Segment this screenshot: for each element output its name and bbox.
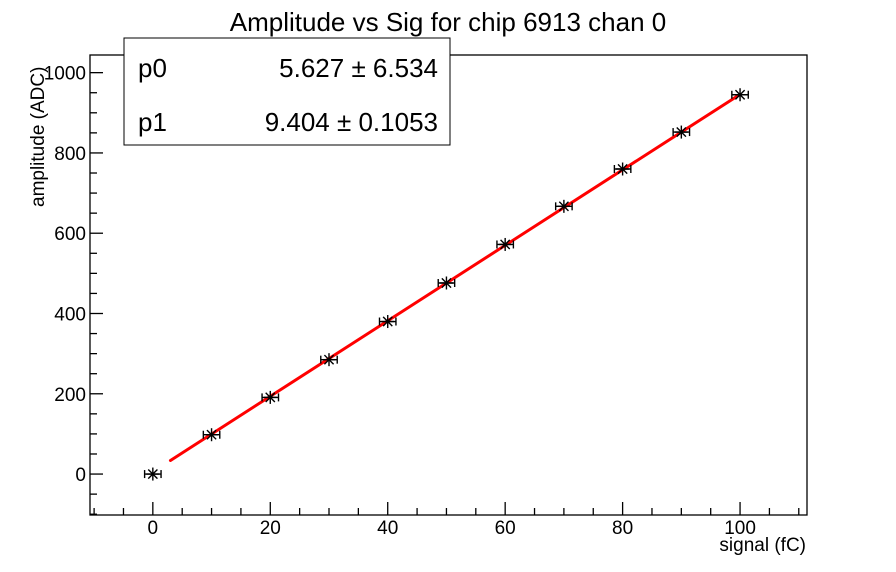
y-tick-label: 400	[54, 304, 86, 325]
fit-line	[168, 92, 742, 462]
data-point	[261, 390, 280, 404]
data-point	[143, 467, 162, 481]
data-point	[320, 353, 338, 367]
y-tick-label: 1000	[44, 64, 86, 85]
x-tick-label: 60	[495, 518, 516, 539]
marker-spoke-d2	[382, 316, 393, 327]
y-tick-label: 800	[54, 144, 86, 165]
marker-spoke-d2	[500, 239, 511, 250]
stats-p1-name: p1	[138, 107, 167, 137]
fit-line-layer	[168, 92, 742, 462]
y-tick-label: 0	[75, 465, 86, 486]
data-point	[202, 428, 221, 442]
marker-spoke-d2	[676, 126, 687, 138]
x-tick-label: 40	[377, 518, 398, 539]
marker-spoke-d2	[558, 201, 569, 212]
stats-p1-value: 9.404 ± 0.1053	[265, 107, 438, 137]
data-point	[731, 88, 749, 102]
data-point-layer	[143, 88, 749, 481]
marker-spoke-d2	[323, 354, 335, 365]
y-tick-label: 600	[54, 224, 86, 245]
marker-spoke-d2	[617, 163, 628, 175]
x-tick-label: 0	[148, 518, 159, 539]
marker-spoke-d2	[265, 392, 276, 403]
data-point	[437, 276, 456, 290]
x-tick-label: 80	[612, 518, 633, 539]
chart-title: Amplitude vs Sig for chip 6913 chan 0	[230, 7, 666, 37]
data-point	[496, 237, 515, 251]
marker-spoke-d2	[734, 89, 746, 100]
x-axis-title: signal (fC)	[719, 535, 806, 556]
x-tick-label: 100	[724, 518, 756, 539]
stats-p0-name: p0	[138, 53, 167, 83]
data-point	[672, 125, 691, 139]
y-tick-label: 200	[54, 385, 86, 406]
stats-p0-value: 5.627 ± 6.534	[279, 53, 438, 83]
y-axis-title: amplitude (ADC)	[28, 67, 49, 207]
x-tick-label: 20	[260, 518, 281, 539]
marker-spoke-d2	[441, 277, 452, 289]
fit-stats-box: p0 5.627 ± 6.534 p1 9.404 ± 0.1053	[123, 37, 451, 146]
stats-box-border	[123, 37, 451, 146]
marker-spoke-d2	[147, 468, 158, 480]
data-point	[554, 199, 573, 213]
data-point	[613, 162, 632, 176]
data-point	[378, 315, 397, 329]
marker-spoke-d2	[206, 429, 217, 440]
